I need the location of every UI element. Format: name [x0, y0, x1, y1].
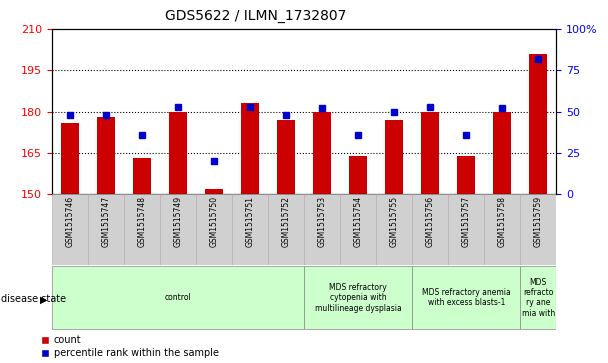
Bar: [304, 194, 340, 265]
Bar: [421, 111, 439, 194]
Bar: [412, 194, 448, 265]
Text: GSM1515753: GSM1515753: [317, 196, 326, 248]
Text: control: control: [165, 293, 191, 302]
Bar: [61, 123, 78, 194]
Text: ▶: ▶: [40, 294, 47, 305]
Bar: [124, 194, 160, 265]
Legend: count, percentile rank within the sample: count, percentile rank within the sample: [41, 335, 219, 358]
Bar: [277, 120, 295, 194]
Bar: [457, 156, 475, 194]
Text: GSM1515747: GSM1515747: [102, 196, 110, 248]
Text: GSM1515752: GSM1515752: [282, 196, 291, 247]
Bar: [412, 266, 520, 329]
Text: GSM1515757: GSM1515757: [461, 196, 471, 248]
Bar: [196, 194, 232, 265]
Bar: [205, 189, 223, 194]
Text: GSM1515749: GSM1515749: [173, 196, 182, 248]
Text: GSM1515759: GSM1515759: [534, 196, 543, 248]
Bar: [313, 111, 331, 194]
Text: GSM1515758: GSM1515758: [498, 196, 506, 247]
Bar: [448, 194, 484, 265]
Bar: [376, 194, 412, 265]
Bar: [385, 120, 403, 194]
Bar: [160, 194, 196, 265]
Bar: [232, 194, 268, 265]
Bar: [268, 194, 304, 265]
Bar: [493, 111, 511, 194]
Bar: [133, 158, 151, 194]
Text: GSM1515756: GSM1515756: [426, 196, 435, 248]
Bar: [52, 194, 88, 265]
Bar: [340, 194, 376, 265]
Bar: [520, 194, 556, 265]
Bar: [52, 266, 304, 329]
Text: MDS refractory anemia
with excess blasts-1: MDS refractory anemia with excess blasts…: [422, 288, 511, 307]
Bar: [88, 194, 124, 265]
Text: GSM1515750: GSM1515750: [209, 196, 218, 248]
Text: disease state: disease state: [1, 294, 66, 305]
Bar: [349, 156, 367, 194]
Bar: [169, 111, 187, 194]
Bar: [520, 266, 556, 329]
Text: GSM1515748: GSM1515748: [137, 196, 147, 247]
Text: MDS refractory
cytopenia with
multilineage dysplasia: MDS refractory cytopenia with multilinea…: [315, 283, 401, 313]
Text: GDS5622 / ILMN_1732807: GDS5622 / ILMN_1732807: [165, 9, 346, 23]
Text: GSM1515746: GSM1515746: [65, 196, 74, 248]
Bar: [484, 194, 520, 265]
Bar: [530, 54, 547, 194]
Text: GSM1515755: GSM1515755: [390, 196, 399, 248]
Text: GSM1515751: GSM1515751: [246, 196, 254, 247]
Bar: [304, 266, 412, 329]
Text: GSM1515754: GSM1515754: [354, 196, 362, 248]
Bar: [241, 103, 259, 194]
Bar: [97, 117, 115, 194]
Text: MDS
refracto
ry ane
mia with: MDS refracto ry ane mia with: [522, 278, 555, 318]
